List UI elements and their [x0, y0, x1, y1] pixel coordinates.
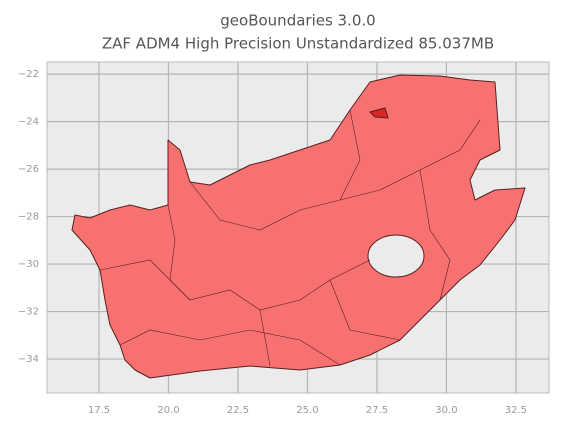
x-tick-label: 30.0: [435, 405, 457, 416]
country-shape: [71, 74, 526, 379]
highlight-region: [369, 107, 389, 119]
x-tick-label: 27.5: [366, 405, 388, 416]
x-tick-label: 22.5: [227, 405, 249, 416]
y-tick-label: −24: [18, 117, 39, 128]
country-outline: [71, 74, 526, 379]
chart-subtitle: ZAF ADM4 High Precision Unstandardized 8…: [102, 35, 494, 53]
y-tick-label: −26: [18, 164, 39, 175]
x-tick-label: 25.0: [296, 405, 318, 416]
x-tick-label: 17.5: [88, 405, 110, 416]
lesotho-hole: [367, 234, 425, 278]
internal-boundaries: [99, 109, 481, 367]
y-tick-label: −22: [18, 69, 39, 80]
x-tick-label: 20.0: [157, 405, 179, 416]
y-tick-label: −28: [18, 212, 39, 223]
y-tick-label: −32: [18, 307, 39, 318]
chart-title: geoBoundaries 3.0.0: [220, 12, 375, 30]
x-tick-label: 32.5: [505, 405, 527, 416]
y-tick-label: −34: [18, 354, 39, 365]
y-tick-label: −30: [18, 259, 39, 270]
